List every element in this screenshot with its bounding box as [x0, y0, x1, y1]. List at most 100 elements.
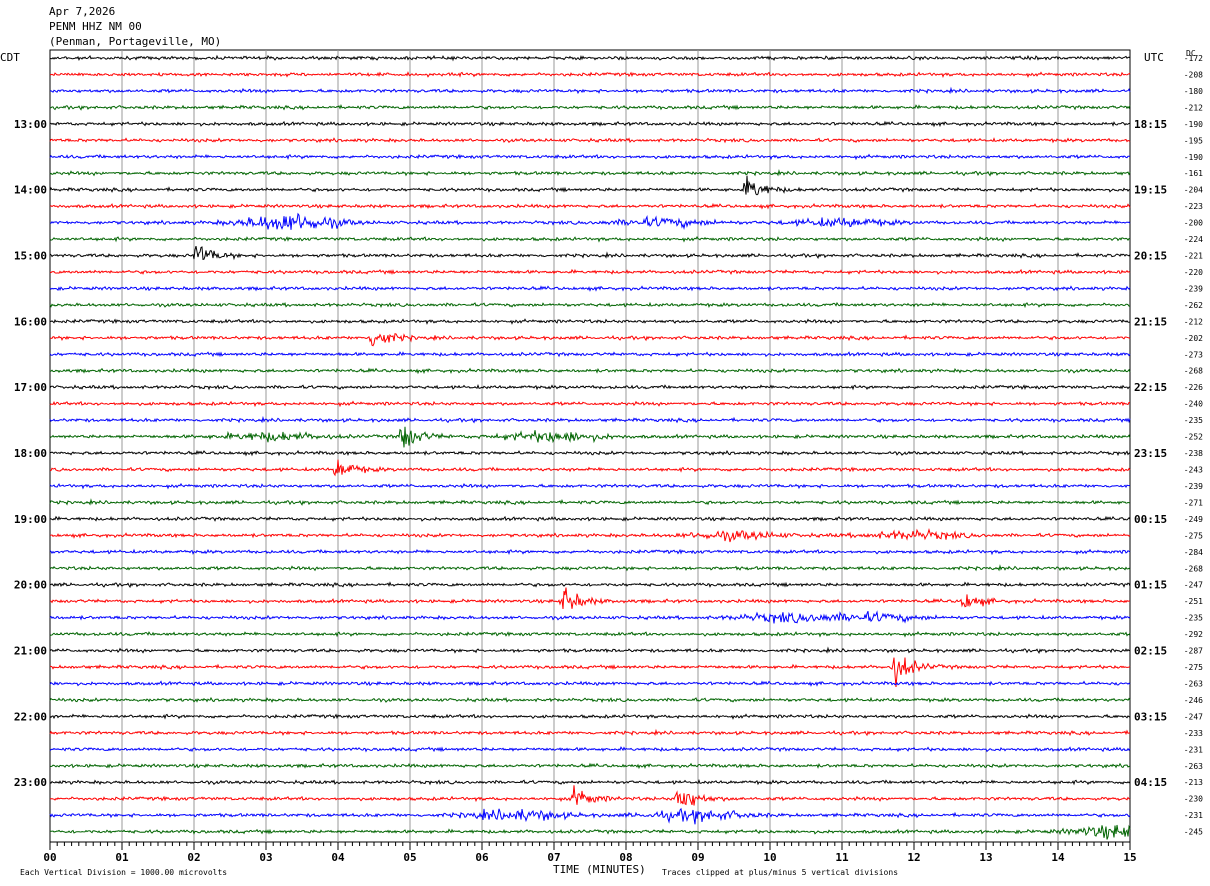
seismic-trace: [50, 367, 1131, 375]
left-timezone-label: CDT: [0, 51, 20, 64]
seismic-trace: [49, 71, 1131, 78]
seismic-trace: [49, 120, 1131, 128]
right-hour-label: 22:15: [1134, 381, 1167, 394]
x-tick-label: 06: [475, 851, 489, 864]
left-hour-label: 20:00: [14, 579, 47, 592]
dc-offset-label: -268: [1184, 367, 1203, 376]
dc-offset-label: -284: [1184, 548, 1203, 557]
right-hour-label: 20:15: [1134, 250, 1167, 263]
dc-offset-label: -220: [1184, 268, 1203, 277]
dc-offset-label: -275: [1184, 663, 1203, 672]
x-tick-label: 00: [43, 851, 56, 864]
dc-offset-label: -247: [1184, 581, 1203, 590]
dc-offset-label: -223: [1184, 202, 1203, 211]
seismic-trace: [49, 285, 1131, 292]
seismic-trace: [49, 631, 1131, 638]
seismic-trace: [49, 212, 1131, 230]
right-hour-label: 02:15: [1134, 645, 1167, 658]
left-hour-label: 13:00: [14, 118, 47, 131]
seismic-trace: [49, 646, 1131, 654]
dc-offset-label: -268: [1184, 564, 1203, 573]
right-hour-label: 04:15: [1134, 776, 1167, 789]
seismic-trace: [49, 175, 1131, 196]
right-hour-label: 21:15: [1134, 315, 1167, 328]
seismic-trace: [49, 245, 1131, 261]
seismic-trace: [49, 235, 1131, 243]
dc-offset-label: -230: [1184, 795, 1203, 804]
dc-offset-label: -213: [1184, 778, 1203, 787]
seismic-trace: [49, 449, 1131, 457]
dc-offset-label: -246: [1184, 696, 1203, 705]
x-tick-label: 02: [187, 851, 200, 864]
dc-offset-label: -251: [1184, 597, 1203, 606]
dc-offset-label: -172: [1184, 54, 1203, 63]
dc-offset-label: -212: [1184, 103, 1203, 112]
dc-offset-label: -245: [1184, 828, 1203, 837]
dc-offset-label: -190: [1184, 153, 1203, 162]
dc-offset-label: -221: [1184, 252, 1203, 261]
seismic-trace: [49, 426, 1131, 448]
location-label: (Penman, Portageville, MO): [49, 35, 222, 48]
scale-note: Each Vertical Division = 1000.00 microvo…: [20, 868, 228, 877]
dc-offset-label: -243: [1184, 466, 1203, 475]
x-axis-label: TIME (MINUTES): [553, 863, 646, 876]
seismic-trace: [49, 86, 1131, 95]
left-hour-label: 15:00: [14, 250, 47, 263]
seismic-trace: [49, 515, 1131, 522]
seismic-trace: [49, 268, 1131, 276]
dc-offset-label: -239: [1184, 284, 1203, 293]
dc-offset-label: -262: [1184, 301, 1203, 310]
seismic-trace: [49, 54, 1131, 62]
x-tick-label: 12: [907, 851, 920, 864]
x-tick-label: 03: [259, 851, 272, 864]
x-tick-label: 11: [835, 851, 849, 864]
dc-offset-label: -273: [1184, 350, 1203, 359]
dc-offset-label: -235: [1184, 614, 1203, 623]
dc-offset-label: -275: [1184, 531, 1203, 540]
seismic-trace: [49, 548, 1131, 556]
left-hour-label: 21:00: [14, 645, 47, 658]
station-label: PENM HHZ NM 00: [49, 20, 142, 33]
left-hour-label: 17:00: [14, 381, 47, 394]
dc-offset-label: -231: [1184, 811, 1203, 820]
seismic-trace: [49, 807, 1131, 825]
left-hour-label: 22:00: [14, 710, 47, 723]
dc-offset-label: -247: [1184, 712, 1203, 721]
dc-offset-label: -240: [1184, 400, 1203, 409]
right-hour-label: 19:15: [1134, 184, 1167, 197]
right-hour-label: 01:15: [1134, 579, 1167, 592]
seismic-trace: [49, 415, 1131, 424]
date-label: Apr 7,2026: [49, 5, 116, 18]
dc-offset-label: -180: [1184, 87, 1203, 96]
dc-offset-label: -287: [1184, 647, 1203, 656]
seismic-trace: [49, 713, 1131, 720]
seismic-trace: [49, 301, 1131, 309]
dc-offset-label: -202: [1184, 334, 1203, 343]
dc-offset-label: -235: [1184, 416, 1203, 425]
right-hour-label: 23:15: [1134, 447, 1167, 460]
dc-offset-label: -249: [1184, 515, 1203, 524]
x-tick-label: 10: [763, 851, 776, 864]
dc-offset-label: -263: [1184, 762, 1203, 771]
seismic-trace: [49, 762, 1131, 770]
dc-offset-label: -212: [1184, 317, 1203, 326]
left-hour-label: 23:00: [14, 776, 47, 789]
seismic-trace: [49, 351, 1131, 358]
x-tick-label: 13: [979, 851, 992, 864]
seismic-trace: [49, 103, 1131, 111]
x-tick-label: 07: [547, 851, 560, 864]
left-hour-label: 19:00: [14, 513, 47, 526]
dc-column-label: DC: [1186, 49, 1196, 58]
seismic-trace: [49, 779, 1131, 786]
seismic-trace: [49, 384, 1131, 391]
left-hour-label: 16:00: [14, 315, 47, 328]
x-tick-label: 05: [403, 851, 416, 864]
seismic-trace: [49, 581, 1131, 589]
dc-offset-label: -226: [1184, 383, 1203, 392]
seismic-trace: [49, 824, 1131, 840]
x-tick-label: 15: [1123, 851, 1136, 864]
seismic-trace: [49, 400, 1130, 408]
seismic-trace: [49, 498, 1131, 506]
dc-offset-label: -292: [1184, 630, 1203, 639]
